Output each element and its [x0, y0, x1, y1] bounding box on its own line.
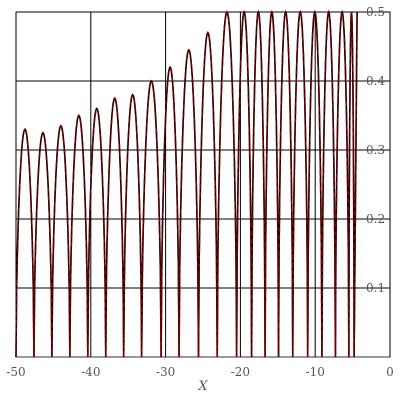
series-layer — [15, 9, 358, 358]
x-axis-title: X — [197, 379, 208, 394]
x-tick-label: -40 — [81, 365, 100, 379]
x-tick-label: -20 — [231, 365, 250, 379]
y-tick-label: 0.2 — [366, 212, 385, 226]
x-tick-label: -10 — [306, 365, 325, 379]
y-tick-label: 0.1 — [366, 281, 385, 295]
y-tick-labels: 0.1 0.2 0.3 0.4 0.5 — [366, 5, 385, 295]
plot-background — [15, 11, 391, 358]
x-tick-label: 0 — [386, 365, 394, 379]
y-tick-label: 0.5 — [366, 5, 385, 19]
x-tick-label: -30 — [156, 365, 175, 379]
x-tick-labels: -50 -40 -30 -20 -10 0 — [6, 365, 393, 379]
x-tick-label: -50 — [6, 365, 25, 379]
y-tick-label: 0.3 — [366, 143, 385, 157]
y-tick-label: 0.4 — [366, 74, 385, 88]
series-line-dashed — [15, 9, 358, 358]
